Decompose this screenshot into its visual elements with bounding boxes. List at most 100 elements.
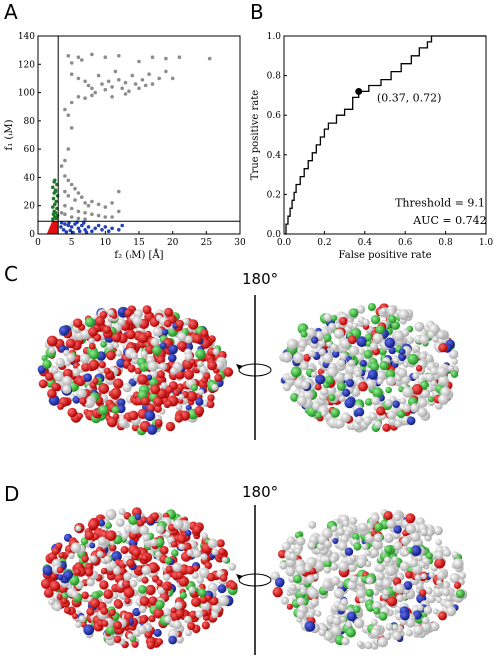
- atom-sphere: [168, 344, 178, 355]
- atom-sphere: [325, 375, 334, 385]
- atom-sphere: [111, 592, 119, 600]
- atom-sphere: [65, 338, 76, 349]
- atom-sphere: [411, 384, 423, 395]
- atom-sphere: [301, 362, 309, 371]
- atom-sphere: [150, 512, 159, 521]
- atom-sphere: [195, 348, 206, 360]
- atom-sphere: [200, 329, 209, 337]
- atom-sphere: [53, 371, 65, 382]
- scatter-point: [66, 54, 71, 58]
- panel-label-a: A: [4, 0, 18, 24]
- atom-sphere: [423, 606, 433, 615]
- atom-sphere: [356, 305, 366, 314]
- x-tick-label: 25: [201, 238, 213, 248]
- atom-sphere: [184, 529, 192, 537]
- atom-sphere: [446, 595, 453, 602]
- atom-sphere: [214, 373, 223, 382]
- scatter-point: [103, 87, 108, 92]
- atom-sphere: [330, 556, 337, 564]
- atom-sphere: [310, 371, 318, 379]
- scatter-point: [83, 211, 87, 215]
- atom-sphere: [430, 621, 440, 632]
- atom-sphere: [432, 336, 439, 343]
- atom-sphere: [400, 610, 410, 621]
- atom-sphere: [178, 543, 186, 550]
- atom-sphere: [112, 567, 121, 575]
- atom-sphere: [137, 625, 147, 635]
- atom-sphere: [122, 383, 132, 393]
- atom-sphere: [160, 382, 168, 389]
- atom-sphere: [56, 594, 63, 600]
- atom-sphere: [199, 595, 208, 604]
- atom-sphere: [405, 523, 416, 535]
- atom-sphere: [75, 621, 82, 628]
- atom-sphere: [171, 549, 179, 557]
- atom-sphere: [72, 613, 79, 619]
- atom-sphere: [86, 607, 95, 616]
- x-axis-label: False positive rate: [338, 250, 431, 261]
- atom-sphere: [438, 375, 449, 387]
- atom-sphere: [405, 629, 413, 637]
- y-tick-label: 1.0: [267, 32, 282, 42]
- atom-sphere: [428, 571, 436, 579]
- scatter-point: [69, 182, 74, 187]
- atom-sphere: [118, 418, 128, 428]
- atom-sphere: [186, 549, 194, 557]
- atom-sphere: [129, 523, 141, 534]
- atom-sphere: [318, 628, 327, 637]
- atom-sphere: [364, 333, 373, 342]
- scatter-point: [117, 78, 121, 82]
- atom-sphere: [376, 377, 384, 385]
- scatter-point: [76, 95, 81, 99]
- atom-sphere: [436, 579, 443, 586]
- atom-sphere: [187, 621, 196, 631]
- scatter-point: [86, 83, 91, 88]
- atom-sphere: [433, 526, 443, 536]
- atom-sphere: [98, 404, 109, 416]
- atom-sphere: [175, 319, 184, 328]
- scatter-point: [113, 69, 118, 74]
- atom-sphere: [68, 552, 75, 560]
- scatter-point: [143, 83, 148, 88]
- atom-sphere: [336, 381, 346, 391]
- atom-sphere: [365, 576, 374, 585]
- atom-sphere: [304, 620, 316, 632]
- atom-sphere: [290, 393, 299, 402]
- atom-sphere: [200, 553, 208, 561]
- atom-sphere: [358, 348, 365, 355]
- atom-sphere: [442, 548, 452, 557]
- atom-sphere: [430, 367, 439, 376]
- atom-sphere: [419, 589, 427, 597]
- atom-sphere: [209, 596, 219, 606]
- atom-sphere: [438, 611, 447, 621]
- atom-sphere: [338, 560, 349, 572]
- scatter-point: [207, 56, 212, 61]
- atom-sphere: [427, 594, 436, 604]
- atom-sphere: [102, 325, 112, 334]
- atom-sphere: [414, 321, 425, 332]
- atom-sphere: [296, 610, 306, 620]
- atom-sphere: [123, 572, 132, 581]
- atom-sphere: [212, 348, 220, 356]
- panel-label-c: C: [4, 262, 18, 286]
- scatter-point: [90, 212, 94, 216]
- atom-sphere: [441, 587, 451, 597]
- atom-sphere: [88, 519, 99, 530]
- atom-sphere: [173, 389, 180, 396]
- atom-sphere: [200, 601, 211, 611]
- atom-sphere: [221, 556, 228, 563]
- arrowhead-icon-d: [236, 574, 243, 580]
- y-tick-label: 80: [24, 117, 36, 127]
- atom-sphere: [175, 609, 185, 619]
- atom-sphere: [100, 567, 108, 575]
- atom-sphere: [339, 352, 348, 361]
- atom-sphere: [110, 387, 122, 399]
- scatter-point: [53, 202, 57, 207]
- atom-sphere: [106, 350, 116, 361]
- atom-sphere: [219, 574, 228, 582]
- atom-sphere: [288, 548, 295, 554]
- atom-sphere: [370, 362, 379, 372]
- x-tick-label: 0.2: [317, 238, 331, 248]
- atom-sphere: [348, 359, 356, 367]
- scatter-point: [76, 226, 81, 231]
